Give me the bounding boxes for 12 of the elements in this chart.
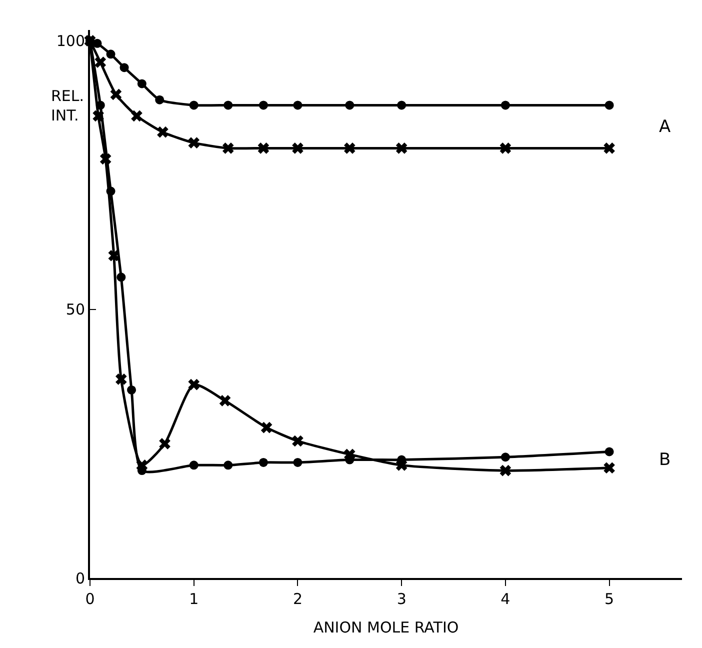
- x-tick-label: 5: [604, 590, 614, 608]
- x-tick-label: 3: [396, 590, 406, 608]
- y-tick-label: 0: [75, 569, 85, 588]
- y-tick-label: 100: [56, 32, 85, 50]
- annotation: A: [659, 117, 671, 137]
- y-tick-label: 50: [66, 300, 85, 319]
- x-tick-label: 1: [189, 590, 199, 608]
- y-axis-title: REL. INT.: [51, 87, 84, 124]
- annotation: B: [659, 450, 671, 470]
- x-axis-title: ANION MOLE RATIO: [313, 618, 459, 636]
- x-tick-label: 4: [500, 590, 510, 608]
- x-tick-label: 2: [292, 590, 302, 608]
